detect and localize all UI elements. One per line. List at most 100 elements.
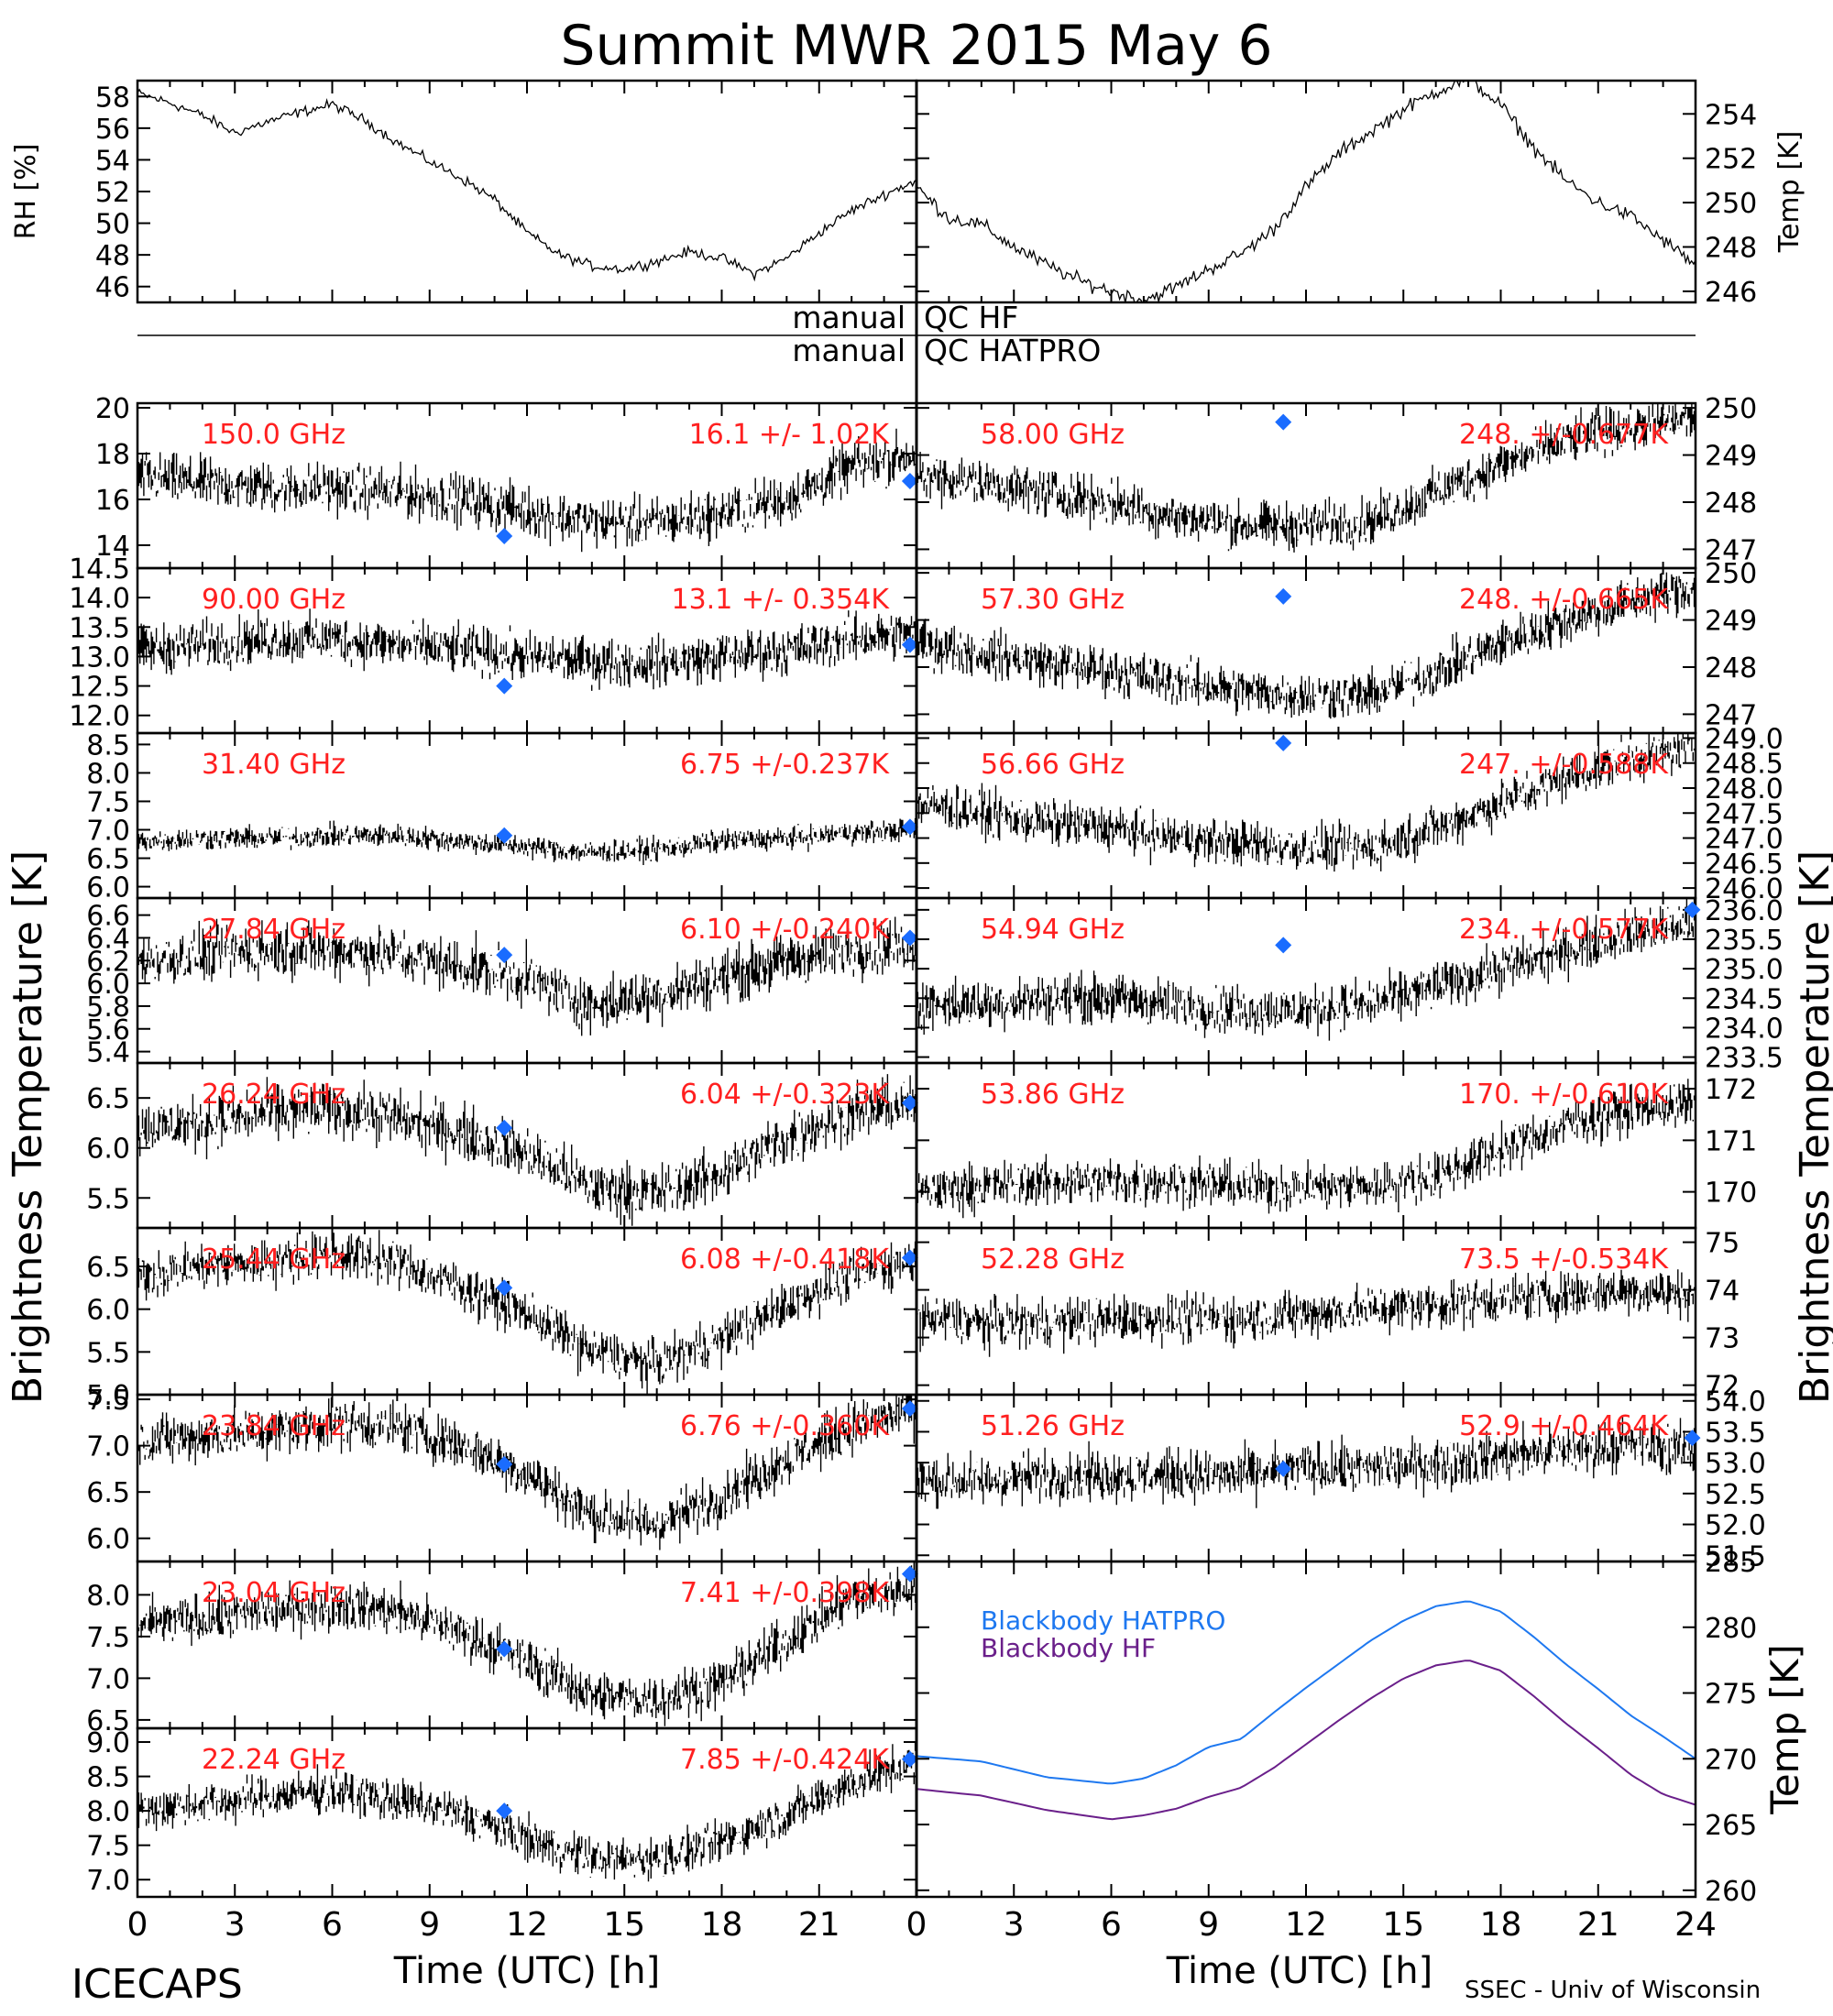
y-tick-label: 235.0 — [1705, 954, 1784, 986]
y-tick-label: 249 — [1705, 441, 1757, 473]
sounding-point — [901, 636, 918, 653]
y-tick-label: 8.5 — [86, 729, 130, 761]
series-ch53 — [916, 1079, 1696, 1219]
y-tick-label: 236.0 — [1705, 895, 1784, 927]
series-ch23_0 — [137, 1562, 916, 1726]
sounding-point — [1275, 937, 1292, 954]
x-tick-label: 12 — [506, 1906, 548, 1944]
noisy-trace — [916, 572, 1696, 719]
noisy-trace — [137, 916, 916, 1036]
y-tick-label: 13.0 — [69, 641, 130, 674]
y-tick-label: 248 — [1705, 652, 1757, 685]
y-tick-label: 13.5 — [69, 612, 130, 644]
y-tick-label: 7.0 — [86, 1663, 130, 1695]
series-ch26 — [137, 1070, 916, 1226]
panel-blackbody: 260 265 270 275 280 285 Temp [K] Blackbody HATP… — [915, 1547, 1807, 1908]
sounding-point — [901, 818, 918, 836]
y-tick-label: 6.5 — [86, 1083, 130, 1115]
panel-ch52: 72 73 74 75 52.28 GHz 73.5 +/-0.534K — [915, 1226, 1740, 1403]
channel-stat: 248. +/-0.665K — [1459, 584, 1669, 616]
x-tick-label: 21 — [798, 1906, 840, 1944]
y-tick-label: 20 — [95, 393, 130, 425]
y-tick-label: 6.5 — [86, 1477, 130, 1509]
channel-label: 58.00 GHz — [981, 419, 1125, 451]
y-tick-label: 234.5 — [1705, 983, 1784, 1015]
y-tick-label: 8.0 — [86, 1580, 130, 1612]
channel-stat: 6.10 +/-0.240K — [680, 914, 890, 946]
y-tick-label: 14.5 — [69, 553, 130, 586]
y-tick-label: 16 — [95, 485, 130, 517]
y-tick-label: 8.0 — [86, 1796, 130, 1828]
sounding-point — [1684, 901, 1701, 918]
y-tick-label: 7.0 — [86, 1865, 130, 1897]
y-tick-label: 249.0 — [1705, 723, 1784, 755]
channel-stat: 7.41 +/-0.398K — [680, 1577, 890, 1609]
y-tick-label: 8.5 — [86, 1762, 130, 1794]
x-tick-label: 3 — [225, 1906, 246, 1944]
y-tick-label: 6.5 — [86, 1705, 130, 1737]
figure-title: Summit MWR 2015 May 6 — [560, 14, 1272, 78]
y-tick-label: 7.0 — [86, 816, 130, 848]
y-tick-label: 6.0 — [86, 1295, 130, 1327]
channel-label: 23.04 GHz — [202, 1577, 346, 1609]
channel-label: 22.24 GHz — [202, 1744, 346, 1776]
noisy-trace — [916, 1079, 1696, 1219]
panel-ch23_0: 6.5 7.0 7.5 8.0 23.04 GHz 7.41 +/-0.398K — [86, 1560, 918, 1737]
y-tick-label: 246 — [1705, 277, 1757, 309]
channel-label: 90.00 GHz — [202, 584, 346, 616]
y-tick-label: 56 — [95, 114, 130, 146]
y-tick-label: 5.0 — [86, 1380, 130, 1412]
series-ch90 — [137, 608, 916, 691]
x-tick-label: 6 — [322, 1906, 343, 1944]
series-line-0 — [916, 1600, 1696, 1785]
panel-ch27: 5.45.65.86.06.26.46.6 27.84 GHz 6.10 +/-0.… — [86, 896, 918, 1069]
y-tick-label: 6.6 — [86, 901, 130, 933]
series-ch22 — [137, 1742, 916, 1882]
panel-ch150: 14 16 18 20 150.0 GHz 16.1 +/- 1.02K — [95, 393, 918, 570]
qc-hatpro-label-left: manual — [792, 333, 906, 368]
panel-ch57: 247 248 249 250 57.30 GHz 248. +/-0.665K — [915, 558, 1757, 735]
sounding-point — [1275, 734, 1292, 751]
channel-stat: 247. +/-0.588K — [1459, 749, 1669, 781]
y-axis-label: Temp [K] — [1773, 131, 1806, 254]
series-line-rh — [137, 88, 916, 282]
y-tick-label: 252 — [1705, 144, 1757, 176]
sounding-point — [901, 1094, 918, 1112]
y-tick-label: 12.0 — [69, 701, 130, 733]
y-tick-label: 247 — [1705, 699, 1757, 731]
y-tick-label: 247.5 — [1705, 798, 1784, 830]
y-tick-label: 6.2 — [86, 946, 130, 978]
panel-ch31: 6.06.57.07.58.08.5 31.40 GHz 6.75 +/-0.237… — [86, 729, 918, 904]
series-ch51 — [916, 1417, 1696, 1509]
x-tick-label: 18 — [1480, 1906, 1522, 1944]
channel-label: 25.44 GHz — [202, 1244, 346, 1276]
x-tick-labels: 0 3 6 9 12 15 18 21 0 3 6 9 12 15 18 21 24 — [127, 1906, 1717, 1944]
noisy-trace — [137, 1230, 916, 1395]
y-tick-label: 6.0 — [86, 872, 130, 904]
y-tick-label: 233.5 — [1705, 1043, 1784, 1075]
y-tick-label: 171 — [1705, 1125, 1757, 1157]
channel-label: 150.0 GHz — [202, 419, 346, 451]
sounding-point — [496, 1279, 513, 1297]
y-tick-label: 73 — [1705, 1323, 1740, 1355]
x-tick-label: 24 — [1674, 1906, 1717, 1944]
noisy-trace — [916, 1269, 1696, 1357]
footer-left-label: ICECAPS — [71, 1961, 243, 2008]
y-tick-label: 234.0 — [1705, 1013, 1784, 1045]
y-tick-label: 48 — [95, 240, 130, 272]
channel-stat: 6.75 +/-0.237K — [680, 749, 890, 781]
y-tick-label: 52.0 — [1705, 1510, 1766, 1542]
y-tick-label: 9.0 — [86, 1727, 130, 1759]
series-ch56 — [916, 733, 1696, 872]
noisy-trace — [137, 608, 916, 691]
channel-stat: 6.08 +/-0.418K — [680, 1244, 890, 1276]
x-tick-label: 0 — [127, 1906, 148, 1944]
channel-stat: 7.85 +/-0.424K — [680, 1744, 890, 1776]
channel-stat: 16.1 +/- 1.02K — [689, 419, 891, 451]
sounding-point — [496, 1640, 513, 1658]
y-axis-label: RH [%] — [10, 144, 42, 240]
sounding-point — [1275, 1460, 1292, 1477]
y-tick-label: 5.6 — [86, 1014, 130, 1046]
